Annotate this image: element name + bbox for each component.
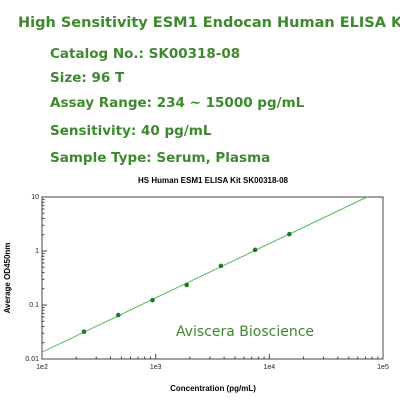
x-tick-label: 1e5 bbox=[377, 364, 389, 371]
data-point bbox=[287, 231, 292, 237]
chart-title: HS Human ESM1 ELISA Kit SK00318-08 bbox=[138, 176, 289, 185]
data-point bbox=[115, 312, 121, 318]
x-tick-label: 1e2 bbox=[36, 364, 48, 371]
spec-line: Size: 96 T bbox=[50, 70, 125, 86]
annotation: Aviscera Bioscience bbox=[176, 324, 314, 340]
product-title: High Sensitivity ESM1 Endocan Human ELIS… bbox=[18, 15, 400, 31]
data-point bbox=[81, 329, 87, 335]
y-tick-label: 10 bbox=[31, 194, 39, 201]
y-tick-label: 0.01 bbox=[25, 356, 39, 363]
spec-line: Catalog No.: SK00318-08 bbox=[50, 46, 240, 62]
y-tick-label: 0.1 bbox=[29, 302, 39, 309]
spec-line: Sensitivity: 40 pg/mL bbox=[50, 123, 212, 139]
data-point bbox=[150, 297, 155, 303]
y-tick-label: 1 bbox=[35, 248, 39, 255]
plot-frame bbox=[41, 196, 384, 360]
data-point bbox=[184, 282, 189, 288]
data-point bbox=[218, 263, 224, 269]
y-axis-label: Average OD450nm bbox=[3, 243, 12, 314]
fit-line bbox=[41, 196, 368, 353]
data-point bbox=[252, 247, 258, 253]
x-axis-label: Concentration (pg/mL) bbox=[170, 384, 256, 393]
spec-line: Sample Type: Serum, Plasma bbox=[50, 150, 270, 166]
x-tick-label: 1e4 bbox=[263, 364, 275, 371]
x-tick-label: 1e3 bbox=[150, 364, 162, 371]
spec-line: Assay Range: 234 ~ 15000 pg/mL bbox=[50, 95, 305, 111]
